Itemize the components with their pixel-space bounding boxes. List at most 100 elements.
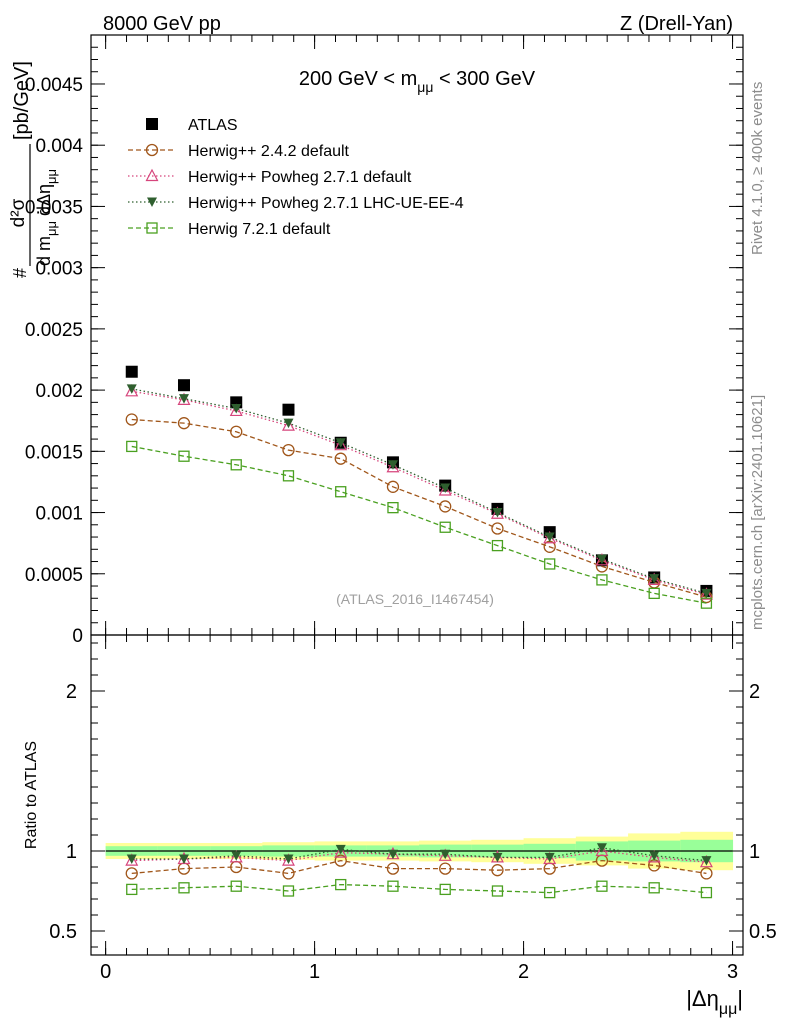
ratio-point	[282, 867, 295, 880]
data-point	[491, 539, 504, 552]
y-label-hash: #	[10, 268, 30, 278]
data-point	[440, 483, 451, 494]
y-label-numerator: d²σ	[8, 198, 29, 227]
x-label-sub: μμ	[719, 1001, 737, 1018]
legend-label: ATLAS	[188, 117, 238, 134]
ratio-y-tick-label: 1	[66, 841, 77, 863]
data-point	[178, 450, 190, 462]
x-label-end: |	[737, 986, 743, 1011]
ratio-point	[178, 882, 190, 894]
x-tick-label: 2	[518, 961, 529, 983]
y-tick-label: 0.0045	[25, 75, 83, 96]
ratio-point	[440, 849, 451, 860]
data-point	[699, 587, 713, 600]
ratio-point	[229, 850, 243, 863]
y-label-den-sub1: μμ	[44, 221, 59, 236]
ratio-series-herwig-7-2-1-default	[126, 878, 713, 899]
ratio-point	[544, 852, 555, 863]
ratio-point	[701, 856, 712, 866]
legend-label: Herwig++ Powheg 2.7.1 LHC-UE-EE-4	[188, 195, 464, 212]
analysis-watermark: (ATLAS_2016_I1467454)	[336, 591, 494, 607]
data-point	[334, 452, 347, 465]
ratio-panel-axes: 0.5 0.5 1 1 2 2 0 1 2 3	[49, 635, 777, 983]
process-label: Z (Drell-Yan)	[620, 13, 733, 35]
ratio-y-tick-label-right: 1	[749, 841, 760, 863]
data-point	[701, 588, 712, 599]
data-point	[334, 437, 348, 451]
ratio-series-line	[131, 859, 707, 875]
data-point	[178, 394, 189, 404]
mass-cut-suffix: < 300 GeV	[433, 68, 535, 90]
data-point	[648, 587, 660, 600]
data-point	[596, 574, 608, 586]
data-point	[492, 508, 503, 518]
data-point	[386, 480, 400, 493]
ratio-point	[543, 851, 557, 865]
ratio-point	[648, 882, 660, 894]
ratio-point	[125, 867, 138, 880]
ratio-point	[544, 886, 556, 899]
data-point	[126, 384, 137, 394]
series-herwig-2-4-2-default	[125, 413, 713, 604]
ratio-point	[334, 854, 347, 867]
data-point	[282, 470, 295, 482]
mass-cut-label: 200 GeV < mμμ < 300 GeV	[299, 68, 536, 95]
x-tick-label: 0	[100, 961, 111, 983]
data-point	[177, 379, 190, 392]
ratio-point	[335, 878, 347, 891]
ratio-point	[334, 845, 348, 858]
x-axis-label: |Δημμ|	[686, 986, 743, 1018]
data-point	[544, 532, 555, 543]
ratio-point	[439, 883, 451, 896]
data-point	[335, 486, 347, 498]
ratio-point	[700, 886, 713, 899]
ratio-point	[595, 843, 609, 857]
ratio-series-herwig-powheg-2-7-1-lhc-ue-ee-4	[126, 843, 712, 866]
ratio-point	[492, 852, 503, 863]
y-axis-label-ratio: Ratio to ATLAS	[23, 741, 40, 849]
x-tick-label: 3	[727, 961, 738, 983]
y-tick-label: 0.003	[35, 259, 83, 280]
ratio-point	[438, 848, 452, 861]
series-herwig-7-2-1-default	[126, 440, 713, 609]
y-tick-label: 0.001	[35, 504, 83, 525]
ratio-point	[126, 854, 137, 864]
y-label-denominator: d mμμ dΔημμ	[34, 169, 59, 266]
ratio-point	[439, 862, 452, 875]
legend-label: Herwig++ 2.4.2 default	[188, 143, 350, 160]
data-point	[649, 574, 660, 584]
series-line	[131, 390, 707, 596]
legend-marker	[145, 143, 159, 157]
mass-cut-sub: μμ	[417, 79, 433, 95]
data-point	[125, 384, 139, 397]
ratio-point	[178, 854, 189, 864]
legend: ATLAS Herwig++ 2.4.2 default Herwig++ Powh…	[128, 117, 464, 238]
ratio-panel-frame	[90, 634, 744, 956]
y-label-den-sub2: μμ	[44, 169, 59, 184]
y-tick-label: 0.0035	[25, 197, 83, 218]
series-line	[131, 418, 707, 598]
ratio-point	[230, 880, 242, 892]
x-label-main: |Δη	[686, 986, 719, 1011]
series-line	[131, 445, 707, 604]
data-point	[282, 443, 295, 457]
data-point	[283, 418, 294, 429]
y-tick-label: 0.0015	[25, 442, 83, 463]
ratio-panel-data	[125, 843, 713, 899]
y-label-den-deta: dΔη	[34, 184, 54, 221]
mass-cut-text: 200 GeV < m	[299, 68, 417, 90]
data-point	[491, 522, 504, 535]
data-point	[177, 392, 191, 405]
series-atlas	[125, 365, 713, 597]
data-point	[282, 403, 295, 416]
data-point	[126, 440, 138, 453]
y-label-units: [pb/GeV]	[11, 61, 33, 140]
x-tick-label: 1	[309, 961, 320, 983]
ratio-point	[281, 853, 295, 866]
ratio-point	[386, 862, 400, 875]
data-point	[335, 438, 346, 448]
data-point	[490, 506, 504, 519]
ratio-series-line	[131, 847, 707, 862]
data-point	[230, 425, 243, 438]
ratio-point	[231, 851, 242, 861]
